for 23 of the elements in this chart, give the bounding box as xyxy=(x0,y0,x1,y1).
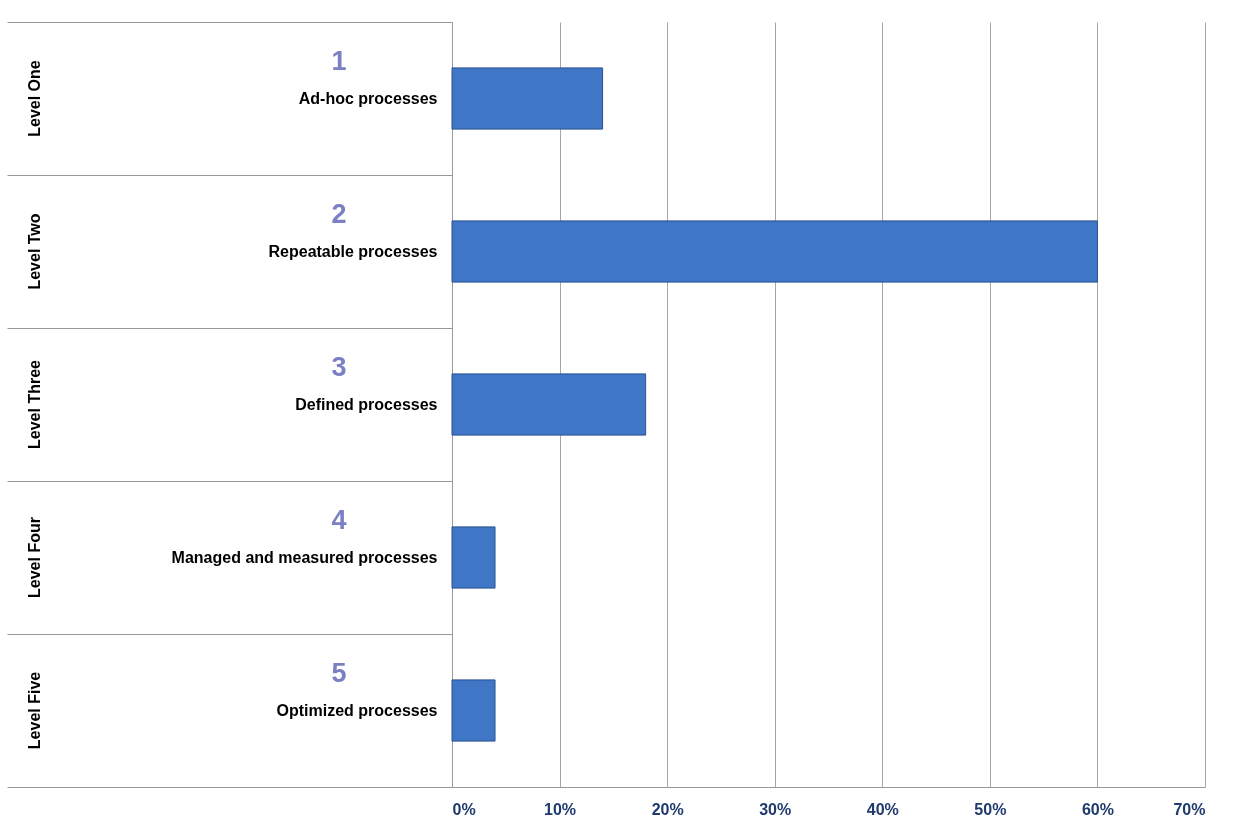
text: 4 xyxy=(331,504,347,535)
text: Level Three xyxy=(26,359,43,449)
x-tick-label: 10% xyxy=(544,800,577,818)
text: Level Two xyxy=(26,213,43,290)
y-tick-label: Defined processes xyxy=(295,396,438,413)
x-tick-label: 50% xyxy=(974,800,1007,818)
text: 3 xyxy=(331,351,347,382)
x-tick-label: 70% xyxy=(1173,800,1206,818)
x-tick-label: 60% xyxy=(1081,800,1114,818)
x-tick-label: 20% xyxy=(651,800,684,818)
y-tick-label: Repeatable processes xyxy=(268,243,438,260)
y-tick-label: Managed and measured processes xyxy=(171,549,438,566)
text: 1 xyxy=(331,45,347,76)
x-tick-label: 30% xyxy=(759,800,792,818)
text: Level One xyxy=(26,60,43,137)
text: Level Five xyxy=(26,671,43,750)
text: 2 xyxy=(331,198,347,229)
x-tick-label: 0% xyxy=(452,800,476,818)
y-tick-label: Optimized processes xyxy=(276,702,438,719)
x-tick-label: 40% xyxy=(866,800,899,818)
text: 5 xyxy=(331,657,347,688)
text: Level Four xyxy=(26,517,43,598)
y-tick-label: Ad-hoc processes xyxy=(298,90,438,107)
